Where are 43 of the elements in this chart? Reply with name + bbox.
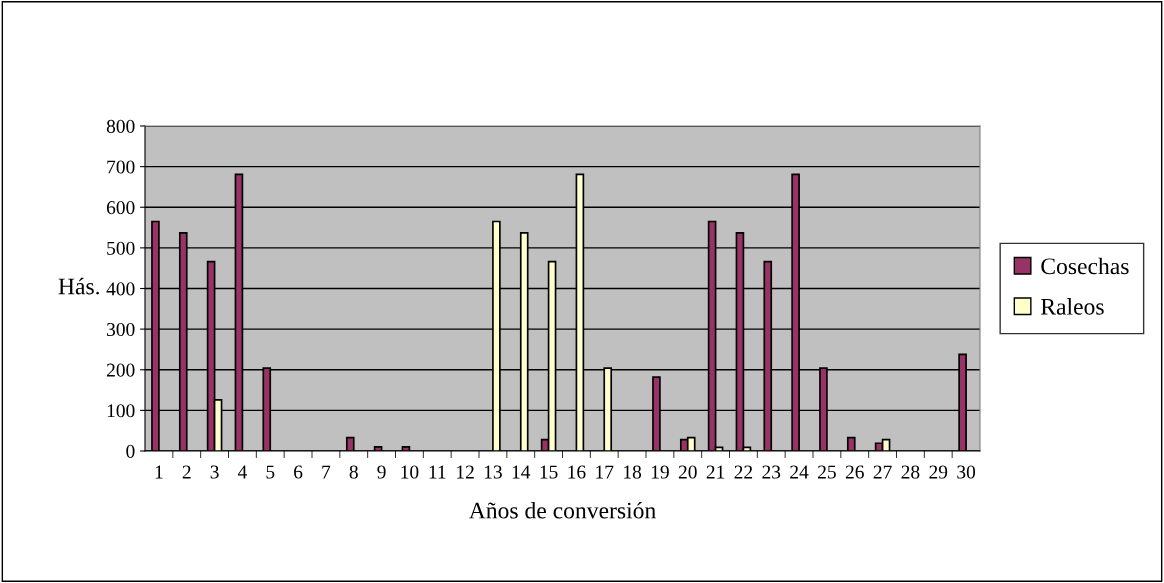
x-tick-label: 3 bbox=[210, 465, 219, 479]
x-tick-label: 10 bbox=[401, 465, 419, 479]
x-tick-label: 18 bbox=[624, 465, 642, 479]
x-tick-label: 27 bbox=[873, 465, 892, 479]
x-tick-label: 5 bbox=[266, 465, 275, 479]
y-tick-label: 0 bbox=[126, 444, 135, 458]
y-tick-label: 300 bbox=[107, 322, 135, 337]
x-tick-label: 17 bbox=[596, 465, 614, 479]
x-tick-label: 22 bbox=[734, 465, 753, 479]
legend-label: Raleos bbox=[1040, 298, 1104, 315]
y-tick-label: 600 bbox=[106, 201, 135, 215]
x-axis-title: Años de conversión bbox=[468, 501, 656, 519]
x-tick-label: 20 bbox=[678, 465, 697, 479]
y-tick-label: 700 bbox=[107, 160, 135, 174]
x-tick-label: 1 bbox=[155, 465, 163, 479]
x-tick-label: 25 bbox=[818, 465, 836, 479]
x-tick-label: 13 bbox=[484, 465, 502, 479]
x-tick-label: 19 bbox=[651, 465, 669, 479]
x-tick-label: 4 bbox=[237, 465, 247, 479]
x-tick-label: 12 bbox=[457, 465, 474, 479]
y-tick-label: 800 bbox=[106, 119, 135, 133]
y-tick-label: 500 bbox=[107, 241, 135, 255]
x-tick-label: 2 bbox=[182, 465, 191, 479]
y-tick-label: 400 bbox=[106, 282, 135, 296]
x-tick-label: 30 bbox=[957, 465, 976, 479]
x-tick-label: 7 bbox=[322, 465, 331, 479]
x-tick-label: 23 bbox=[762, 465, 781, 479]
x-tick-label: 8 bbox=[349, 465, 358, 479]
x-tick-label: 24 bbox=[790, 465, 809, 479]
x-tick-label: 11 bbox=[429, 465, 446, 479]
y-tick-label: 200 bbox=[106, 363, 135, 377]
x-tick-label: 26 bbox=[845, 465, 864, 479]
x-tick-label: 9 bbox=[377, 465, 386, 479]
x-tick-label: 29 bbox=[929, 465, 948, 479]
legend-label: Cosechas bbox=[1041, 257, 1129, 275]
x-tick-label: 28 bbox=[901, 465, 920, 479]
x-tick-label: 15 bbox=[540, 465, 558, 479]
y-axis-title: Hás. bbox=[58, 277, 99, 295]
x-tick-label: 6 bbox=[294, 465, 303, 479]
x-tick-label: 14 bbox=[512, 465, 531, 479]
y-tick-label: 100 bbox=[107, 404, 135, 418]
x-tick-label: 16 bbox=[568, 465, 586, 479]
x-tick-label: 21 bbox=[706, 465, 725, 479]
